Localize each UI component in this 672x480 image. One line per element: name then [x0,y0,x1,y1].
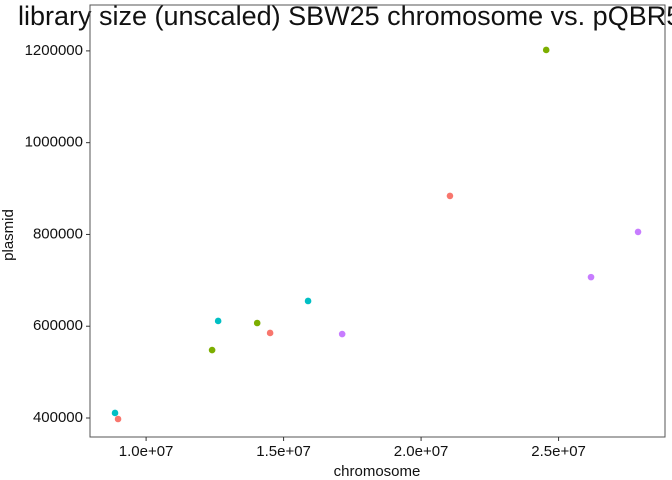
point [266,329,274,337]
x-tick-label: 1.0e+07 [119,443,174,460]
point [542,46,550,54]
y-tick-label: 600000 [33,317,83,334]
point [446,192,454,200]
point [111,409,119,417]
point [587,273,595,281]
point [214,317,222,325]
y-tick-label: 1000000 [25,134,83,151]
chart-title: library size (unscaled) SBW25 chromosome… [18,1,672,31]
point [338,330,346,338]
panel-border [89,4,666,438]
y-tick-label: 400000 [33,409,83,426]
x-tick-label: 2.0e+07 [394,443,449,460]
point [634,228,642,236]
point [114,415,122,423]
point [253,319,261,327]
x-axis-label: chromosome [334,463,421,480]
x-tick-label: 2.5e+07 [531,443,586,460]
point [304,297,312,305]
y-axis-label: plasmid [0,209,17,261]
y-tick-label: 1200000 [25,42,83,59]
y-tick-label: 800000 [33,225,83,242]
x-tick-label: 1.5e+07 [256,443,311,460]
point [208,346,216,354]
